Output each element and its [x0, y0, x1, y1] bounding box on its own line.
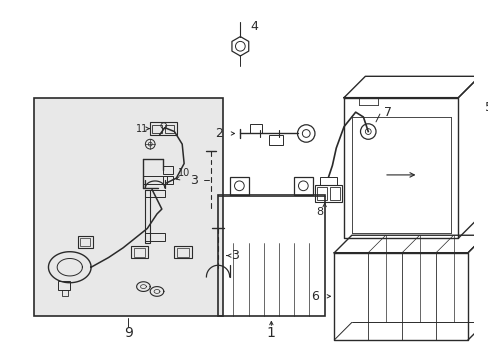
Bar — [143, 176, 166, 184]
Bar — [319, 177, 337, 185]
Text: 5: 5 — [485, 101, 488, 114]
Text: 6: 6 — [310, 290, 318, 303]
Bar — [152, 125, 162, 132]
Bar — [177, 248, 188, 257]
Bar — [78, 236, 93, 248]
Bar — [314, 185, 342, 202]
Text: 8: 8 — [316, 207, 323, 217]
Text: 9: 9 — [124, 326, 133, 340]
Bar — [58, 281, 70, 291]
Text: 3: 3 — [231, 249, 239, 262]
Text: 1: 1 — [266, 326, 275, 340]
Bar — [145, 190, 164, 197]
Bar — [229, 177, 248, 194]
Bar — [62, 291, 68, 296]
Bar — [164, 125, 174, 132]
Text: 11: 11 — [136, 123, 148, 134]
Text: 4: 4 — [249, 21, 257, 33]
Bar — [131, 246, 148, 258]
Bar — [316, 187, 326, 201]
Bar — [218, 194, 324, 316]
Bar — [150, 122, 177, 135]
Text: 10: 10 — [178, 168, 190, 178]
Bar — [34, 98, 223, 316]
Bar — [249, 124, 261, 134]
Bar — [145, 233, 164, 241]
Bar — [133, 248, 145, 257]
Text: 7: 7 — [383, 106, 391, 119]
Text: 2: 2 — [215, 127, 223, 140]
Bar — [163, 166, 172, 174]
Bar — [80, 238, 90, 246]
Bar — [145, 190, 150, 243]
Text: 3: 3 — [189, 174, 197, 186]
Bar — [269, 135, 283, 145]
Bar — [163, 176, 172, 184]
Bar — [330, 187, 340, 201]
Bar — [174, 246, 191, 258]
Bar — [293, 177, 312, 194]
